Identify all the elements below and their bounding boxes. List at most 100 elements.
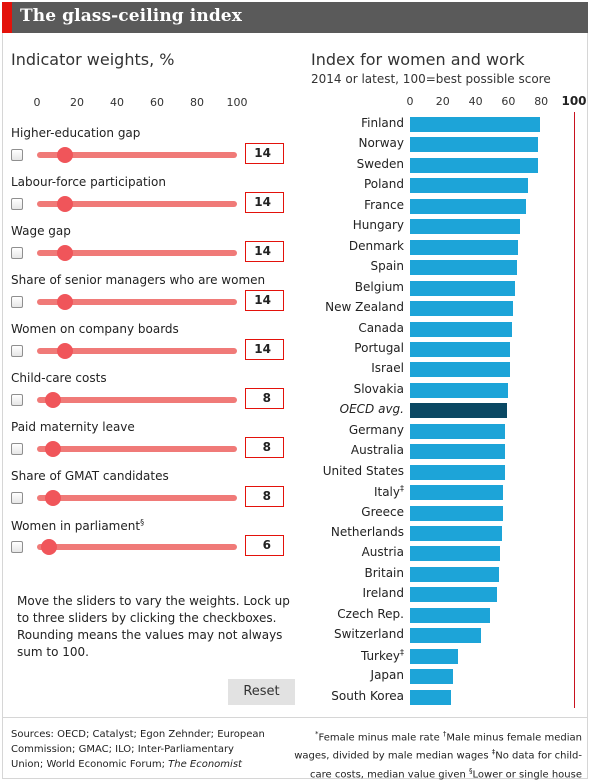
weight-tick-label: 40 <box>110 96 124 109</box>
index-bar <box>410 607 491 623</box>
index-bar <box>410 362 511 378</box>
indicator-label: Child-care costs <box>11 371 107 385</box>
country-label: Poland <box>363 177 404 192</box>
footnote-text: Male minus female median wages, divided … <box>294 732 582 762</box>
reset-button[interactable]: Reset <box>228 679 295 705</box>
country-label: South Korea <box>331 688 404 703</box>
weight-slider-handle[interactable] <box>57 294 73 310</box>
index-bar <box>410 628 481 644</box>
lock-checkbox[interactable] <box>11 394 23 406</box>
lock-checkbox[interactable] <box>11 541 23 553</box>
weight-slider-track[interactable] <box>37 446 237 452</box>
index-bar <box>410 321 512 337</box>
footnote-text: No data for child-care costs, median val… <box>309 750 582 780</box>
country-label: Australia <box>350 443 404 458</box>
weight-tick-label: 20 <box>70 96 84 109</box>
weight-slider-handle[interactable] <box>41 539 57 555</box>
index-bar <box>410 117 540 132</box>
lock-checkbox[interactable] <box>11 345 23 357</box>
weight-slider-handle[interactable] <box>57 196 73 212</box>
indicator-label: Labour-force participation <box>11 175 166 189</box>
footnote-text: Female minus male rate <box>318 732 443 744</box>
weight-value-box[interactable]: 8 <box>245 437 284 458</box>
sources-italic: The Economist <box>168 759 242 770</box>
chart-tick-label: 60 <box>501 95 516 108</box>
page-title: The glass-ceiling index <box>20 6 242 26</box>
country-label: New Zealand <box>325 300 404 315</box>
country-label: Britain <box>364 565 405 580</box>
country-label: Italy‡ <box>373 484 404 500</box>
chart-tick-label: 20 <box>435 95 450 108</box>
footnote-mark: † <box>442 730 447 738</box>
weight-slider-handle[interactable] <box>57 245 73 261</box>
weight-value-box[interactable]: 14 <box>245 192 284 213</box>
weight-slider-handle[interactable] <box>57 343 73 359</box>
weight-slider-track[interactable] <box>37 348 237 354</box>
country-footnote-mark: ‡ <box>400 484 404 494</box>
index-bar <box>410 382 509 398</box>
country-label: Turkey‡ <box>360 647 404 663</box>
sources-text: Sources: OECD; Catalyst; Egon Zehnder; E… <box>11 729 265 770</box>
reference-tick-label: 100 <box>561 94 587 108</box>
index-bar <box>410 341 511 357</box>
index-bar <box>410 526 502 541</box>
country-label: Sweden <box>356 156 404 171</box>
weight-slider-track[interactable] <box>37 544 237 550</box>
weight-value-box[interactable]: 14 <box>245 241 284 262</box>
country-label: Greece <box>361 504 404 519</box>
best-score-line <box>574 112 575 708</box>
weight-slider-handle[interactable] <box>45 441 61 457</box>
lock-checkbox[interactable] <box>11 443 23 455</box>
index-bar <box>410 280 515 296</box>
chart-tick-label: 80 <box>534 95 549 108</box>
title-bar: The glass-ceiling index <box>2 2 588 33</box>
weight-slider-track[interactable] <box>37 397 237 403</box>
weight-slider-track[interactable] <box>37 250 237 256</box>
country-label: Hungary <box>352 218 404 233</box>
country-label: United States <box>322 463 404 478</box>
country-label: Denmark <box>348 238 404 253</box>
index-bar <box>410 648 458 664</box>
index-bar <box>410 239 519 255</box>
weight-slider-track[interactable] <box>37 299 237 305</box>
weight-value-box[interactable]: 14 <box>245 290 284 311</box>
country-label: Japan <box>370 668 404 683</box>
lock-checkbox[interactable] <box>11 296 23 308</box>
country-label: Spain <box>370 259 404 274</box>
country-label: Portugal <box>354 340 404 355</box>
weight-value-box[interactable]: 8 <box>245 486 284 507</box>
indicator-footnote-mark: § <box>140 518 145 527</box>
weight-slider-handle[interactable] <box>45 490 61 506</box>
weights-title: Indicator weights, % <box>11 50 175 69</box>
weight-slider-handle[interactable] <box>57 147 73 163</box>
indicator-label: Paid maternity leave <box>11 420 135 434</box>
weight-value-box[interactable]: 6 <box>245 535 284 556</box>
index-bar <box>410 260 517 276</box>
weight-value-box[interactable]: 14 <box>245 143 284 164</box>
index-bar <box>410 546 501 562</box>
indicator-label: Share of GMAT candidates <box>11 469 169 483</box>
index-bar <box>410 689 451 705</box>
indicator-label: Wage gap <box>11 224 71 238</box>
footer-divider <box>2 717 588 718</box>
weight-value-box[interactable]: 8 <box>245 388 284 409</box>
lock-checkbox[interactable] <box>11 492 23 504</box>
weight-slider-track[interactable] <box>37 495 237 501</box>
weight-slider-handle[interactable] <box>45 392 61 408</box>
lock-checkbox[interactable] <box>11 198 23 210</box>
country-label: Netherlands <box>330 525 404 539</box>
weight-slider-track[interactable] <box>37 152 237 158</box>
country-label: Austria <box>361 545 404 560</box>
indicator-label: Share of senior managers who are women <box>11 273 266 287</box>
indicator-label: Women in parliament§ <box>11 518 145 533</box>
footnote-mark: * <box>315 730 319 738</box>
country-label: France <box>364 197 404 212</box>
index-bar <box>410 464 506 480</box>
sources-note: Sources: OECD; Catalyst; Egon Zehnder; E… <box>11 727 269 772</box>
weight-value-box[interactable]: 14 <box>245 339 284 360</box>
lock-checkbox[interactable] <box>11 149 23 161</box>
country-label: Israel <box>371 361 404 376</box>
index-bar <box>410 403 507 419</box>
weight-slider-track[interactable] <box>37 201 237 207</box>
lock-checkbox[interactable] <box>11 247 23 259</box>
